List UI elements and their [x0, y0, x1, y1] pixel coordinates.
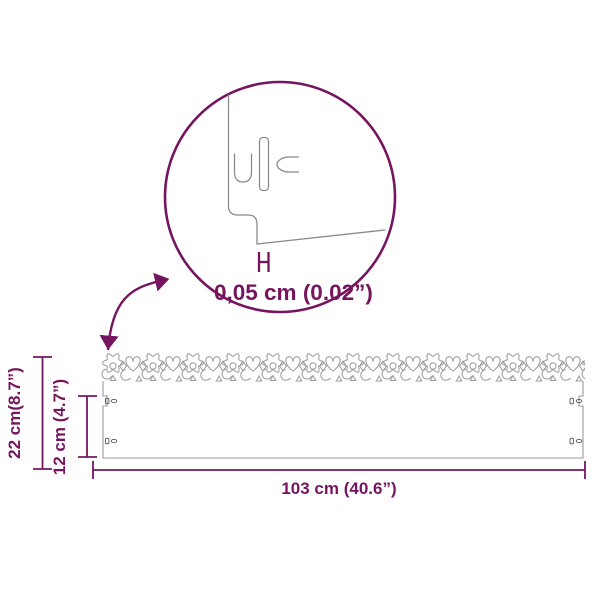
svg-text:103 cm (40.6”): 103 cm (40.6”) — [281, 479, 396, 498]
svg-text:12 cm (4.7”): 12 cm (4.7”) — [50, 379, 69, 475]
svg-text:0,05 cm (0.02”): 0,05 cm (0.02”) — [214, 280, 373, 305]
svg-text:22 cm(8.7”): 22 cm(8.7”) — [5, 367, 24, 459]
